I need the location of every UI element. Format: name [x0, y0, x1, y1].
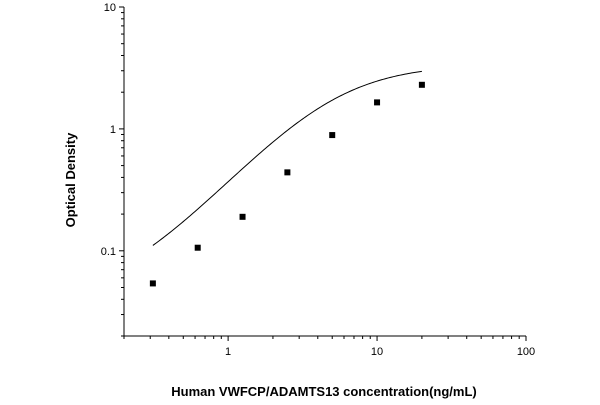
- x-tick-label: 1: [225, 346, 231, 358]
- data-points: [149, 81, 425, 287]
- y-tick-label: 1: [110, 124, 116, 136]
- axes: [123, 7, 526, 337]
- y-tick-label: 0.1: [101, 246, 116, 258]
- x-tick-label: 100: [517, 346, 535, 358]
- data-point: [374, 99, 381, 106]
- data-point: [149, 280, 156, 287]
- data-point: [329, 132, 336, 139]
- data-point: [239, 213, 246, 220]
- data-point: [194, 244, 201, 251]
- x-axis-title: Human VWFCP/ADAMTS13 concentration(ng/mL…: [171, 384, 477, 399]
- x-tick-label: 10: [371, 346, 383, 358]
- y-tick-label: 10: [104, 2, 116, 14]
- axis-ticks: 1 10 100 0.1 1 10: [101, 2, 535, 358]
- data-point: [284, 169, 291, 176]
- y-axis-title: Optical Density: [63, 132, 78, 227]
- fit-curve: [152, 70, 422, 246]
- fit-curve-group: [152, 70, 422, 246]
- data-point: [418, 81, 425, 88]
